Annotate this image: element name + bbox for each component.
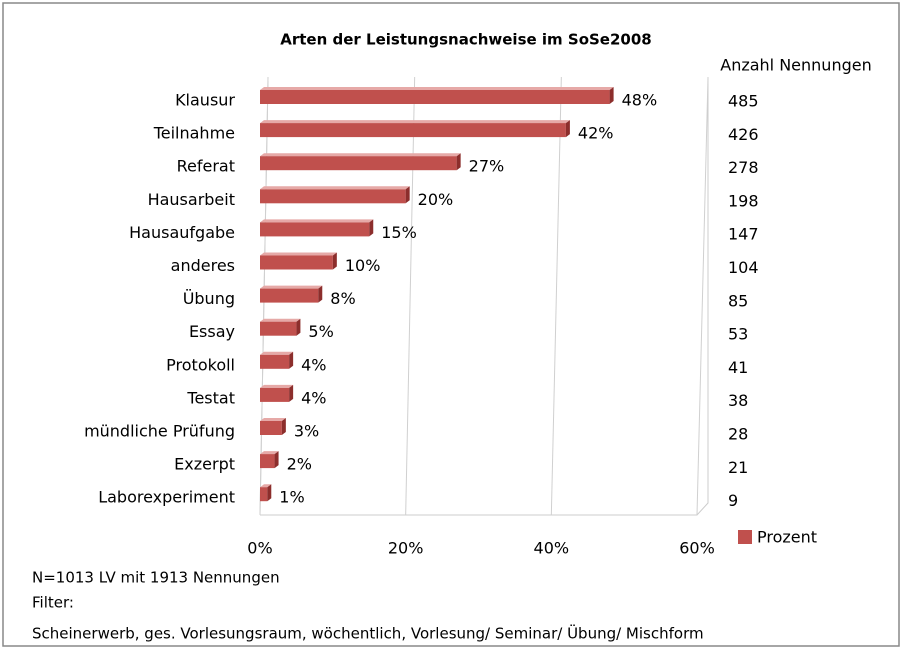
x-tick-label: 60% bbox=[679, 539, 715, 558]
y-tick-label: Hausarbeit bbox=[148, 190, 235, 209]
count-label: 38 bbox=[728, 391, 748, 410]
y-tick-label: Testat bbox=[186, 388, 235, 407]
bar bbox=[260, 255, 333, 270]
count-label: 104 bbox=[728, 258, 759, 277]
count-label: 278 bbox=[728, 158, 759, 177]
bar-top bbox=[260, 120, 570, 124]
count-label: 198 bbox=[728, 191, 759, 210]
bar-top bbox=[260, 351, 294, 355]
grid-line bbox=[696, 76, 709, 516]
bar-top bbox=[260, 451, 279, 455]
y-tick-label: Übung bbox=[183, 289, 235, 308]
value-label: 5% bbox=[308, 322, 333, 341]
bar-end bbox=[289, 351, 294, 369]
bar-end bbox=[289, 384, 294, 402]
bar-end bbox=[332, 252, 337, 270]
count-label: 41 bbox=[728, 358, 748, 377]
y-tick-label: Klausur bbox=[175, 91, 235, 110]
bar bbox=[260, 156, 457, 171]
bar-end bbox=[318, 285, 323, 303]
value-label: 48% bbox=[622, 91, 658, 110]
count-label: 85 bbox=[728, 291, 748, 310]
count-label: 485 bbox=[728, 92, 759, 111]
count-label: 21 bbox=[728, 458, 748, 477]
bar bbox=[260, 354, 290, 369]
bar bbox=[260, 321, 297, 336]
grid-line bbox=[405, 76, 416, 516]
bar-top bbox=[260, 384, 294, 388]
bar-end bbox=[456, 153, 461, 171]
value-label: 4% bbox=[301, 388, 326, 407]
grid-line bbox=[550, 76, 562, 516]
bar bbox=[260, 288, 319, 303]
count-label: 426 bbox=[728, 125, 759, 144]
bar-end bbox=[274, 451, 279, 469]
legend-label: Prozent bbox=[757, 528, 817, 547]
bar bbox=[260, 487, 268, 502]
value-label: 10% bbox=[345, 256, 381, 275]
value-label: 8% bbox=[330, 289, 355, 308]
bar-end bbox=[405, 186, 410, 204]
y-tick-label: anderes bbox=[171, 256, 235, 275]
bar bbox=[260, 454, 275, 469]
bar-top bbox=[260, 318, 301, 322]
count-label: 53 bbox=[728, 325, 748, 344]
bar bbox=[260, 123, 566, 138]
bar-end bbox=[296, 318, 301, 336]
counts-title: Anzahl Nennungen bbox=[720, 56, 871, 75]
footnote: Filter: bbox=[32, 594, 74, 612]
bar bbox=[260, 189, 406, 204]
bar-top bbox=[260, 87, 614, 90]
bar-end bbox=[267, 484, 272, 502]
y-tick-label: mündliche Prüfung bbox=[84, 422, 235, 441]
bar-top bbox=[260, 186, 410, 190]
bar-end bbox=[609, 87, 614, 104]
footnote: N=1013 LV mit 1913 Nennungen bbox=[32, 569, 280, 587]
bar bbox=[260, 222, 370, 237]
y-tick-label: Referat bbox=[177, 157, 235, 176]
count-label: 28 bbox=[728, 425, 748, 444]
bar-top bbox=[260, 252, 337, 256]
chart-title: Arten der Leistungsnachweise im SoSe2008 bbox=[280, 31, 651, 49]
x-tick-label: 20% bbox=[388, 539, 424, 558]
x-tick-label: 40% bbox=[534, 539, 570, 558]
bar-top bbox=[260, 219, 374, 223]
bar-top bbox=[260, 418, 286, 421]
bar-top bbox=[260, 153, 461, 157]
y-tick-label: Teilnahme bbox=[153, 124, 235, 143]
value-label: 1% bbox=[279, 488, 304, 507]
count-label: 147 bbox=[728, 225, 759, 244]
y-tick-label: Exzerpt bbox=[174, 455, 235, 474]
bar-end bbox=[565, 120, 570, 138]
bar bbox=[260, 421, 282, 435]
bar-top bbox=[260, 484, 272, 488]
y-tick-label: Laborexperiment bbox=[98, 488, 235, 507]
value-label: 4% bbox=[301, 355, 326, 374]
x-tick-label: 0% bbox=[247, 539, 272, 558]
count-label: 9 bbox=[728, 491, 738, 510]
footnote: Scheinerwerb, ges. Vorlesungsraum, wöche… bbox=[32, 624, 704, 643]
value-label: 3% bbox=[294, 422, 319, 441]
legend-swatch bbox=[738, 530, 752, 544]
y-tick-label: Hausaufgabe bbox=[129, 223, 235, 242]
value-label: 27% bbox=[469, 157, 505, 176]
value-label: 15% bbox=[381, 223, 417, 242]
value-label: 2% bbox=[287, 455, 312, 474]
bar bbox=[260, 90, 610, 104]
value-label: 42% bbox=[578, 124, 614, 143]
value-label: 20% bbox=[418, 190, 454, 209]
y-tick-label: Protokoll bbox=[166, 355, 235, 374]
bar-top bbox=[260, 285, 323, 289]
bar bbox=[260, 387, 290, 402]
bar-end bbox=[369, 219, 374, 237]
y-tick-label: Essay bbox=[189, 322, 235, 341]
bar-end bbox=[281, 418, 286, 435]
